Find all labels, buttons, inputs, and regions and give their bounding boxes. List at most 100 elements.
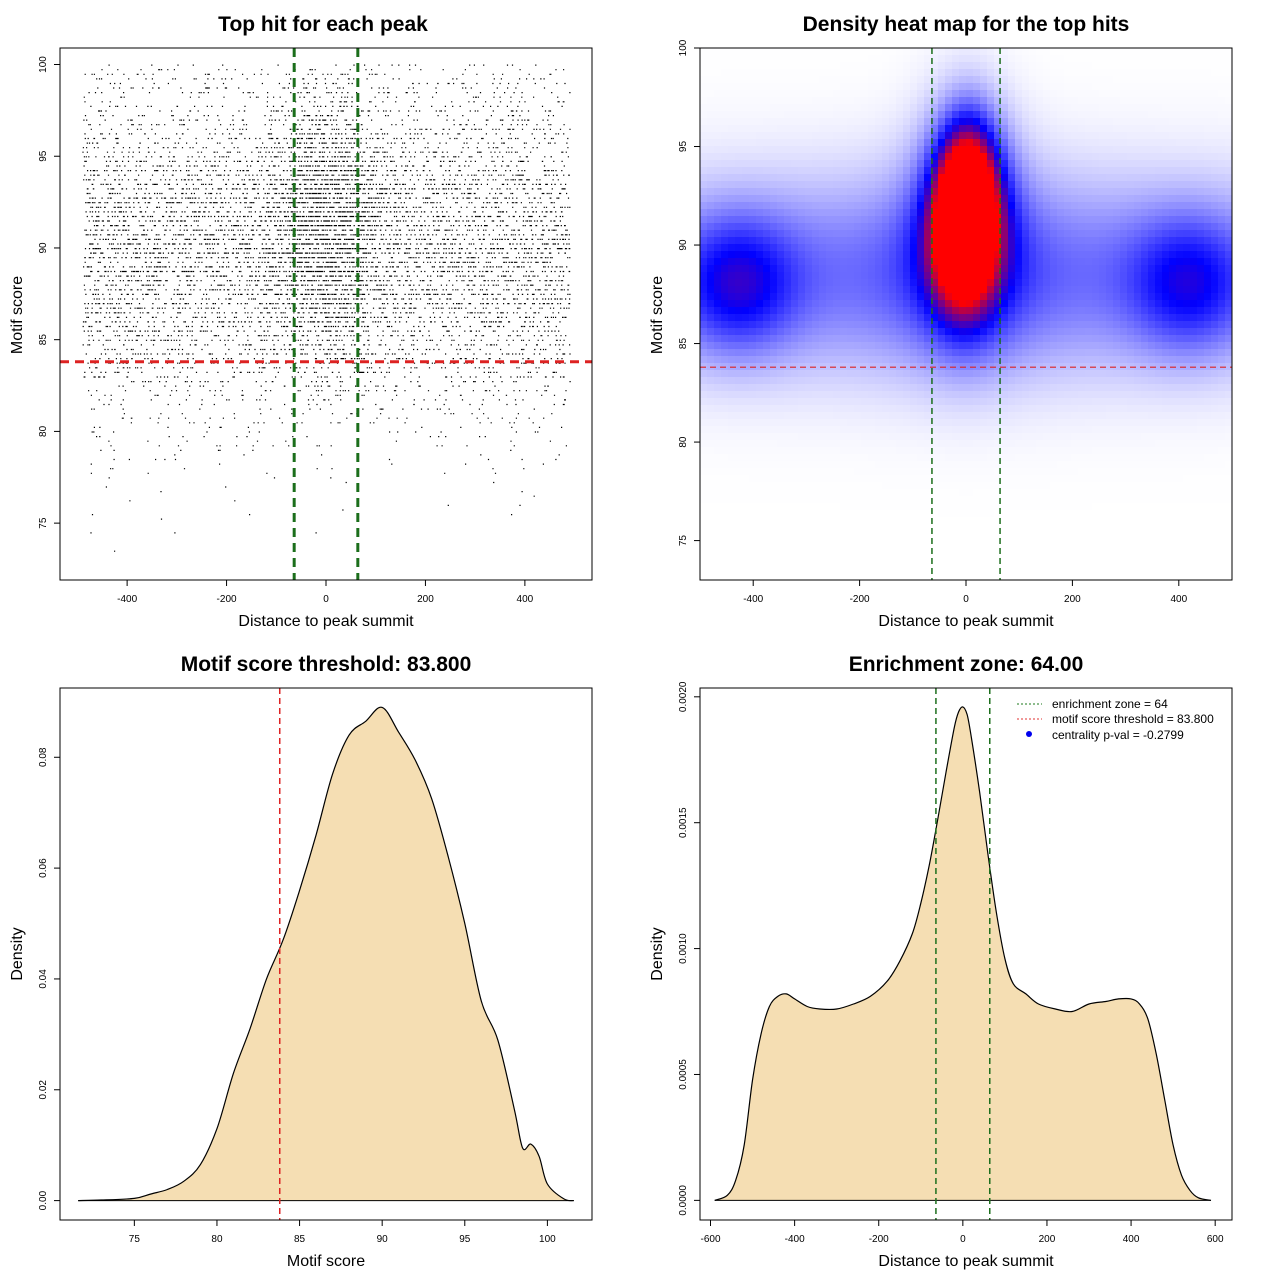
heatmap-cell (1015, 538, 1023, 546)
heatmap-cell (868, 293, 876, 301)
heatmap-cell (854, 195, 862, 203)
heatmap-cell (826, 440, 834, 448)
heatmap-cell (1015, 293, 1023, 301)
heatmap-cell (980, 559, 988, 567)
heatmap-cell (1127, 384, 1135, 392)
heatmap-cell (770, 265, 778, 273)
heatmap-cell (896, 363, 904, 371)
heatmap-cell (903, 412, 911, 420)
heatmap-cell (1134, 531, 1142, 539)
heatmap-cell (994, 223, 1002, 231)
heatmap-cell (966, 153, 974, 161)
heatmap-cell (763, 510, 771, 518)
heatmap-cell (1015, 97, 1023, 105)
heatmap-cell (924, 181, 932, 189)
heatmap-cell (791, 440, 799, 448)
heatmap-cell (980, 573, 988, 580)
heatmap-cell (994, 419, 1002, 427)
heatmap-cell (1029, 216, 1037, 224)
heatmap-cell (1148, 167, 1156, 175)
heatmap-cell (1155, 153, 1163, 161)
heatmap-cell (791, 489, 799, 497)
heatmap-cell (1050, 146, 1058, 154)
heatmap-cell (1099, 139, 1107, 147)
heatmap-cell (854, 69, 862, 77)
heatmap-cell (959, 468, 967, 476)
heatmap-cell (1057, 335, 1065, 343)
heatmap-cell (777, 132, 785, 140)
heatmap-cell (882, 272, 890, 280)
heatmap-cell (1085, 349, 1093, 357)
heatmap-cell (1029, 55, 1037, 63)
heatmap-cell (1050, 293, 1058, 301)
heatmap-cell (1057, 531, 1065, 539)
heatmap-cell (700, 538, 708, 546)
heatmap-cell (1071, 440, 1079, 448)
heatmap-cell (1141, 132, 1149, 140)
heatmap-cell (882, 83, 890, 91)
heatmap-cell (959, 475, 967, 483)
heatmap-cell (784, 272, 792, 280)
heatmap-cell (1008, 76, 1016, 84)
heatmap-cell (917, 265, 925, 273)
heatmap-cell (728, 272, 736, 280)
heatmap-cell (749, 167, 757, 175)
heatmap-cell (959, 279, 967, 287)
heatmap-cell (784, 440, 792, 448)
heatmap-cell (903, 461, 911, 469)
heatmap-cell (903, 62, 911, 70)
heatmap-cell (903, 272, 911, 280)
heatmap-cell (735, 384, 743, 392)
heatmap-cell (756, 244, 764, 252)
heatmap-cell (826, 293, 834, 301)
heatmap-cell (1071, 468, 1079, 476)
heatmap-cell (1113, 482, 1121, 490)
heatmap-cell (749, 426, 757, 434)
heatmap-cell (763, 419, 771, 427)
heatmap-cell (1036, 279, 1044, 287)
heatmap-cell (896, 545, 904, 553)
heatmap-cell (854, 146, 862, 154)
heatmap-cell (1134, 419, 1142, 427)
heatmap-cell (791, 181, 799, 189)
heatmap-cell (959, 48, 967, 56)
heatmap-cell (966, 286, 974, 294)
heatmap-cell (987, 419, 995, 427)
heatmap-cell (980, 244, 988, 252)
heatmap-cell (840, 181, 848, 189)
heatmap-cell (910, 454, 918, 462)
heatmap-cell (896, 419, 904, 427)
heatmap-cell (1064, 342, 1072, 350)
heatmap-cell (973, 230, 981, 238)
heatmap-cell (847, 573, 855, 580)
heatmap-cell (777, 566, 785, 574)
heatmap-cell (798, 188, 806, 196)
heatmap-cell (805, 321, 813, 329)
heatmap-cell (924, 90, 932, 98)
heatmap-cell (1015, 153, 1023, 161)
heatmap-cell (882, 265, 890, 273)
heatmap-cell (1050, 230, 1058, 238)
heatmap-cell (1092, 76, 1100, 84)
heatmap-cell (1050, 153, 1058, 161)
heatmap-cell (1113, 139, 1121, 147)
heatmap-cell (882, 545, 890, 553)
heatmap-cell (973, 195, 981, 203)
heatmap-cell (1127, 258, 1135, 266)
heatmap-cell (1057, 237, 1065, 245)
heatmap-cell (1092, 139, 1100, 147)
heatmap-cell (1106, 566, 1114, 574)
heatmap-cell (1064, 244, 1072, 252)
heatmap-cell (994, 314, 1002, 322)
heatmap-cell (1036, 272, 1044, 280)
heatmap-cell (1155, 97, 1163, 105)
heatmap-cell (1057, 153, 1065, 161)
heatmap-cell (819, 433, 827, 441)
heatmap-cell (1134, 321, 1142, 329)
heatmap-cell (1120, 454, 1128, 462)
heatmap-cell (1078, 482, 1086, 490)
heatmap-cell (1015, 384, 1023, 392)
heatmap-cell (749, 195, 757, 203)
heatmap-cell (875, 160, 883, 168)
heatmap-cell (1078, 300, 1086, 308)
